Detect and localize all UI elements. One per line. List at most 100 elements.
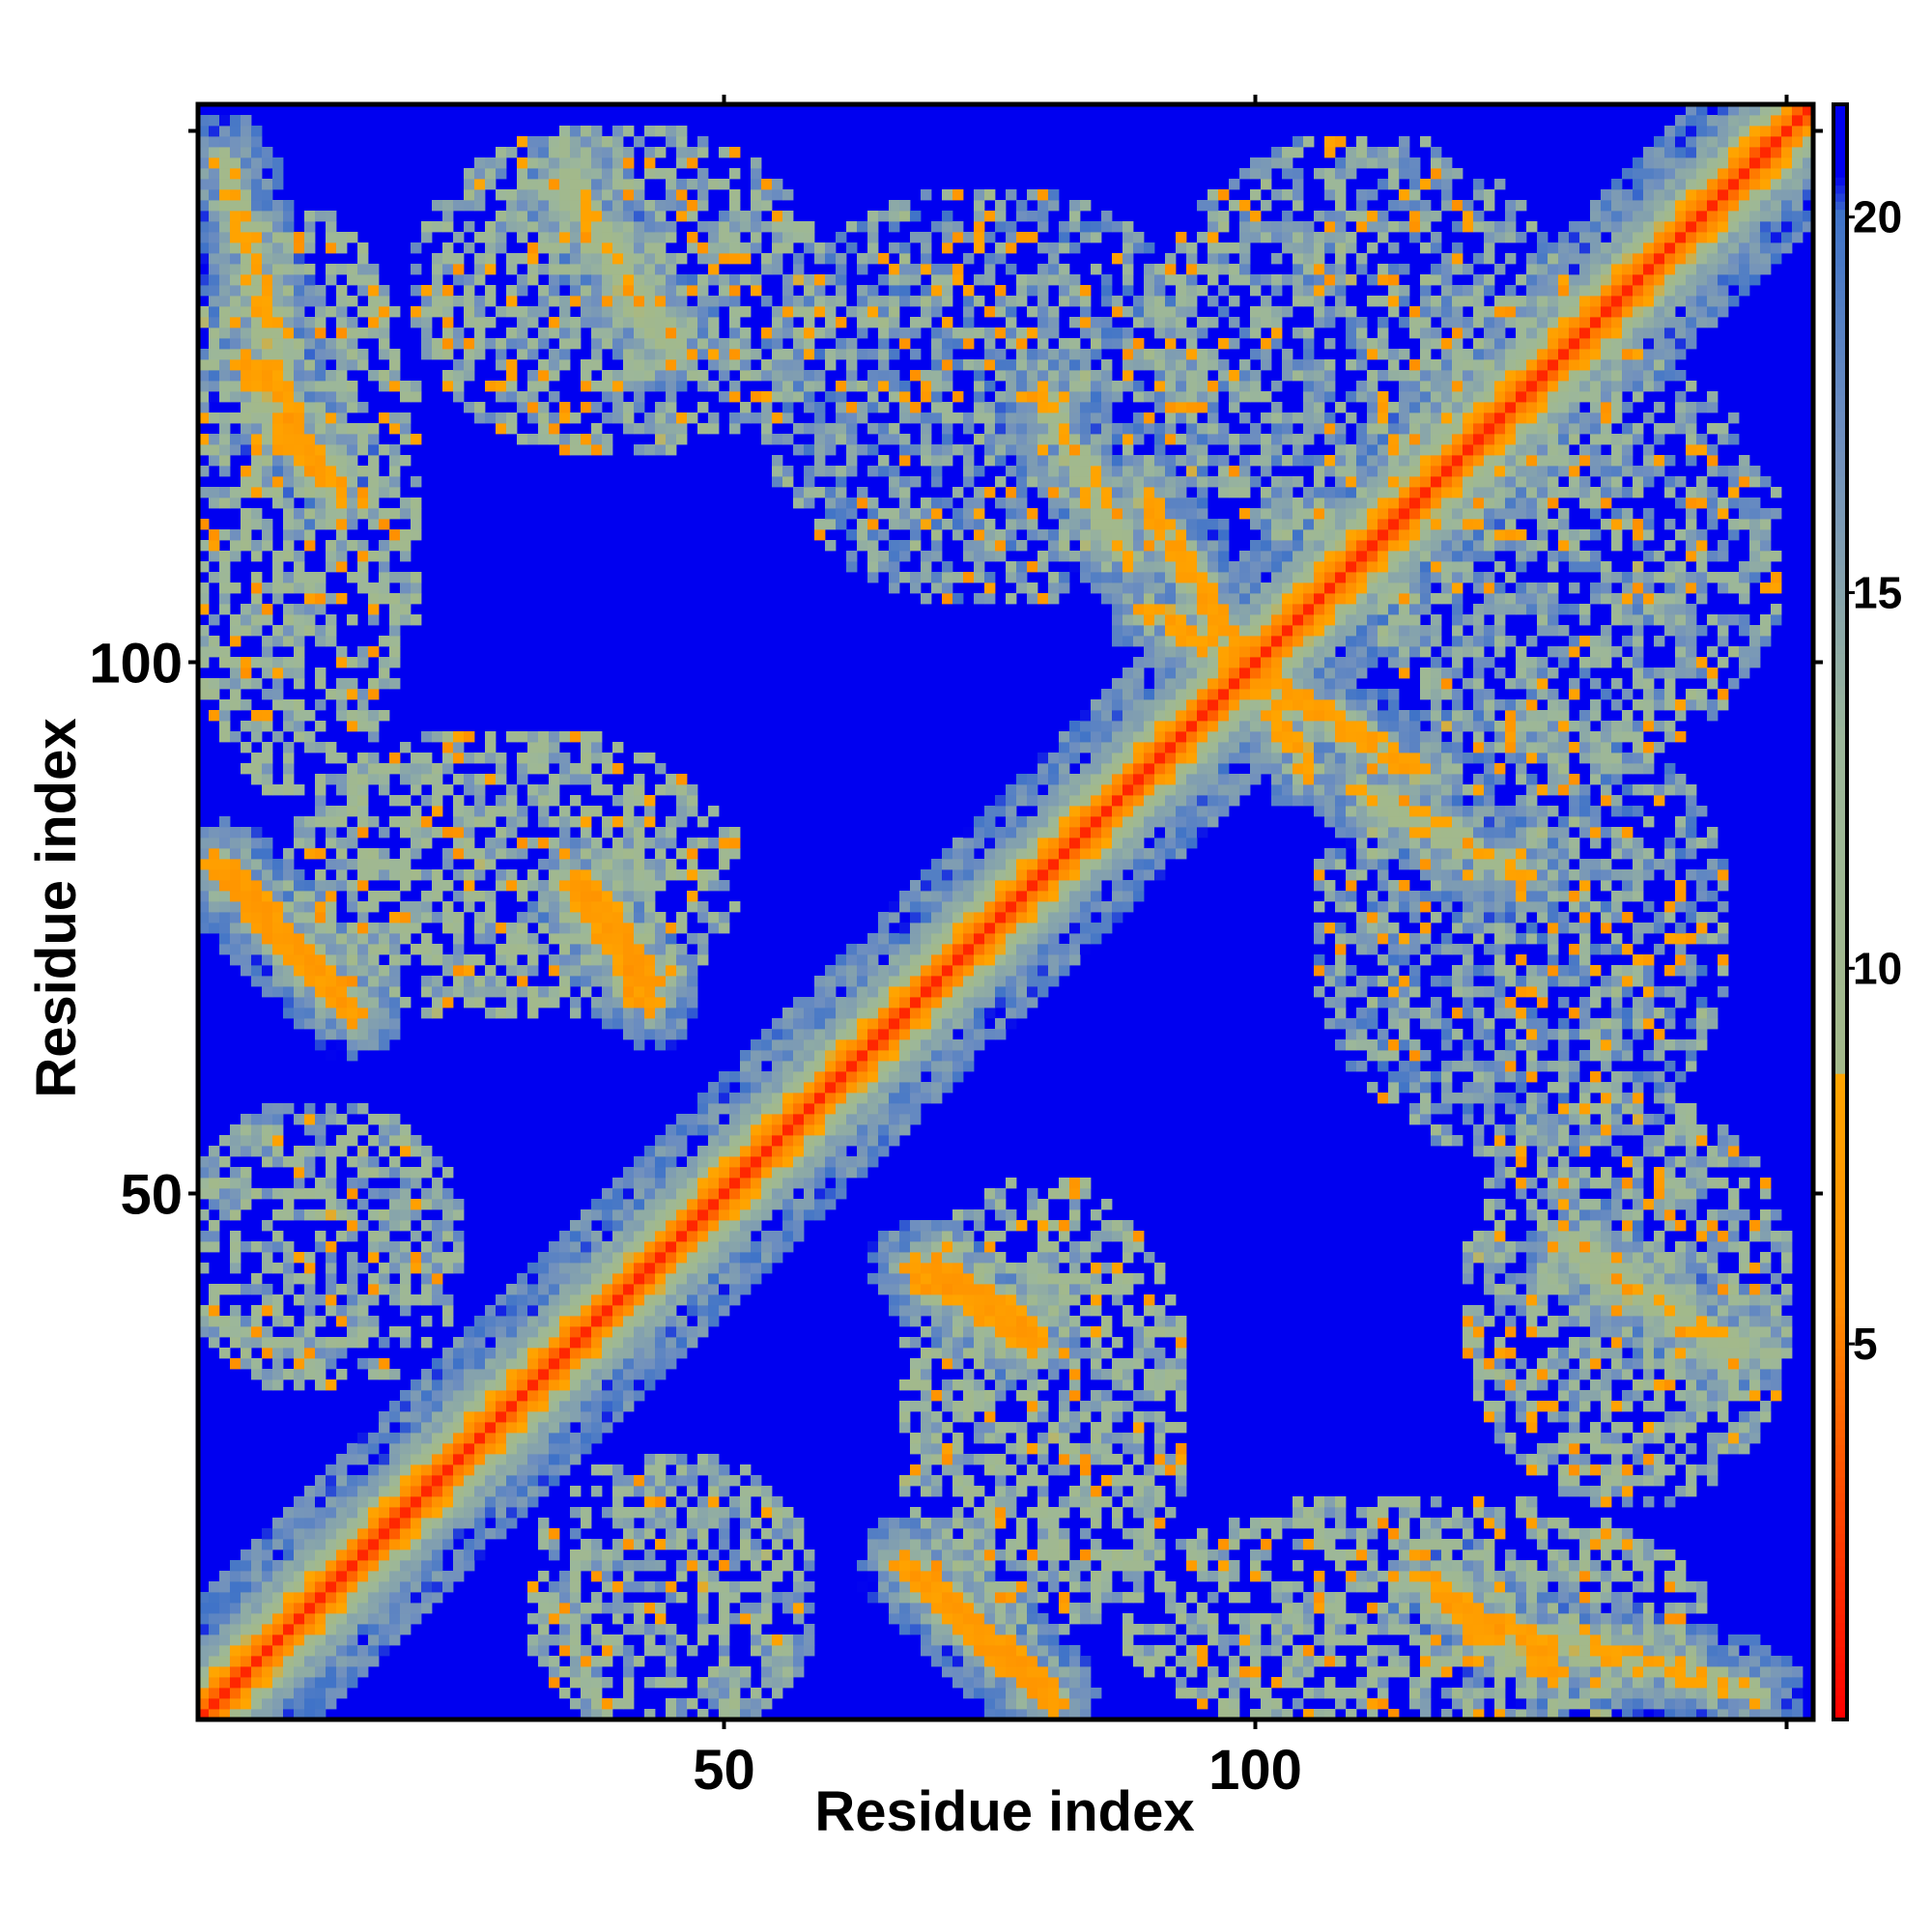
heatmap-cell <box>294 1603 305 1614</box>
heatmap-cell <box>421 1188 433 1200</box>
heatmap-cells <box>198 104 1814 1720</box>
heatmap-cell <box>782 1231 794 1242</box>
heatmap-cell <box>910 965 922 977</box>
heatmap-cell <box>676 923 688 934</box>
heatmap-cell <box>357 1039 369 1051</box>
heatmap-cell <box>379 1273 390 1285</box>
heatmap-cell <box>591 274 603 286</box>
heatmap-cell <box>655 1146 667 1157</box>
heatmap-cell <box>899 1581 911 1593</box>
heatmap-cell <box>687 901 698 913</box>
heatmap-cell <box>889 1528 900 1540</box>
heatmap-cell <box>825 423 837 435</box>
heatmap-cell <box>581 944 592 955</box>
heatmap-cell <box>719 848 730 860</box>
heatmap-cell <box>921 1401 932 1412</box>
heatmap-cell <box>793 487 805 498</box>
heatmap-cell <box>262 1114 273 1125</box>
heatmap-cell <box>634 274 645 286</box>
heatmap-cell <box>836 1156 847 1168</box>
heatmap-cell <box>559 1369 571 1380</box>
heatmap-cell <box>209 296 220 307</box>
heatmap-cell <box>251 1560 263 1572</box>
heatmap-cell <box>708 1241 720 1253</box>
heatmap-cell <box>326 402 337 413</box>
heatmap-cell <box>570 880 582 892</box>
heatmap-cell <box>559 1688 571 1699</box>
heatmap-cell <box>347 402 358 413</box>
heatmap-cell <box>219 923 231 934</box>
heatmap-cell <box>687 1124 698 1136</box>
heatmap-cell <box>421 816 433 828</box>
heatmap-cell <box>889 1039 900 1051</box>
heatmap-cell <box>326 1146 337 1157</box>
heatmap-cell <box>708 1571 720 1582</box>
heatmap-cell <box>708 274 720 286</box>
heatmap-cell <box>379 593 390 605</box>
heatmap-cell <box>389 1613 401 1625</box>
heatmap-cell <box>899 487 911 498</box>
heatmap-cell <box>899 434 911 445</box>
heatmap-cell <box>814 1103 826 1115</box>
heatmap-cell <box>304 1337 316 1349</box>
heatmap-cell <box>283 529 295 541</box>
heatmap-cell <box>570 816 582 828</box>
heatmap-cell <box>591 296 603 307</box>
heatmap-cell <box>251 1135 263 1147</box>
heatmap-cell <box>209 497 220 509</box>
heatmap-cell <box>644 274 656 286</box>
heatmap-cell <box>676 1709 688 1720</box>
heatmap-cell <box>283 1507 295 1519</box>
heatmap-cell <box>751 1560 762 1572</box>
heatmap-cell <box>219 338 231 350</box>
heatmap-cell <box>836 232 847 243</box>
heatmap-cell <box>506 1305 518 1317</box>
heatmap-cell <box>326 423 337 435</box>
heatmap-cell <box>772 1061 783 1072</box>
heatmap-cell <box>825 508 837 520</box>
heatmap-cell <box>570 1348 582 1359</box>
heatmap-cell <box>464 189 475 201</box>
heatmap-cell <box>294 1666 305 1678</box>
heatmap-cell <box>421 1486 433 1497</box>
heatmap-cell <box>485 1443 497 1455</box>
heatmap-cell <box>708 1486 720 1497</box>
heatmap-cell <box>527 136 539 148</box>
heatmap-cell <box>219 1645 231 1657</box>
heatmap-cell <box>357 1029 369 1040</box>
heatmap-cell <box>315 933 327 945</box>
heatmap-cell <box>230 179 242 190</box>
heatmap-cell <box>910 349 922 360</box>
heatmap-cell <box>496 869 507 881</box>
heatmap-cell <box>634 1379 645 1391</box>
heatmap-cell <box>666 232 677 243</box>
heatmap-cell <box>570 838 582 849</box>
heatmap-cell <box>357 1518 369 1529</box>
heatmap-cell <box>559 848 571 860</box>
heatmap-cell <box>389 859 401 870</box>
heatmap-cell <box>262 1156 273 1168</box>
heatmap-cell <box>294 1358 305 1370</box>
heatmap-cell <box>294 338 305 350</box>
heatmap-cell <box>357 1486 369 1497</box>
heatmap-cell <box>570 317 582 328</box>
heatmap-cell <box>198 200 210 212</box>
heatmap-cell <box>315 1486 327 1497</box>
heatmap-cell <box>729 1135 741 1147</box>
heatmap-cell <box>230 232 242 243</box>
heatmap-cell <box>304 1645 316 1657</box>
heatmap-cell <box>315 402 327 413</box>
heatmap-cell <box>857 997 868 1009</box>
heatmap-cell <box>644 1209 656 1221</box>
heatmap-cell <box>389 869 401 881</box>
heatmap-cell <box>644 1294 656 1306</box>
heatmap-cell <box>198 1241 210 1253</box>
heatmap-cell <box>761 1677 773 1689</box>
heatmap-cell <box>719 1294 730 1306</box>
heatmap-cell <box>527 317 539 328</box>
heatmap-cell <box>772 1592 783 1604</box>
heatmap-cell <box>209 1199 220 1210</box>
heatmap-cell <box>347 795 358 807</box>
heatmap-cell <box>379 317 390 328</box>
heatmap-cell <box>591 976 603 987</box>
